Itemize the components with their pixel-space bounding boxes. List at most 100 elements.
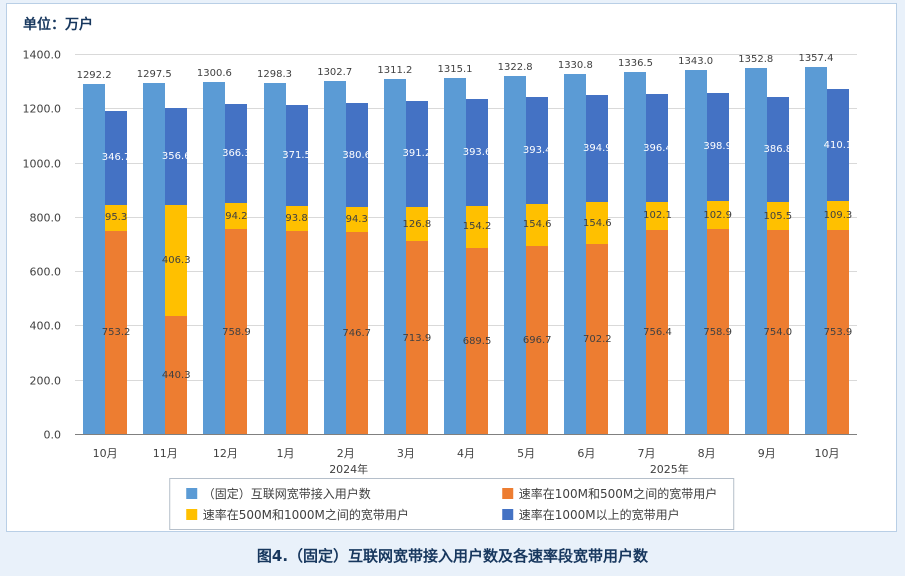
chart-panel: 单位：万户 0.0 200.0 400.0 600.0 800.0 1000.0 1200.… [6,3,897,532]
bar-segment-500m-1000m: 109.3 [824,200,852,231]
x-axis-month-label: 7月 [637,447,656,460]
bar-pair: 440.3 406.3 356.6 1297.5 [137,55,191,435]
bar-segment-100m-500m: 713.9 [403,241,431,435]
y-tick-label: 1000.0 [22,157,62,171]
bar-segment-1000m-plus: 366.3 [222,104,251,204]
bar-group: 753.9 109.3 410.1 1357.4 [797,53,857,435]
y-tick-label: 1400.0 [22,48,62,62]
legend-item-100m-500m: 速率在100M和500M之间的宽带用户 [501,485,718,502]
bar-group: 702.2 154.6 394.9 1330.8 [556,55,616,435]
bar-segment-1000m-plus: 386.8 [763,96,792,202]
bar-pair: 696.7 154.6 393.4 1322.8 [498,55,552,435]
bar-total [203,81,226,435]
bar-pair: 758.9 94.2 366.3 1300.6 [197,55,251,435]
bar-segment-100m-500m: 440.3 [162,315,191,435]
bar-segment-500m-1000m: 102.1 [643,202,672,230]
bar-segment-500m-1000m: 126.8 [403,206,431,242]
bar-segment-100m-500m: 758.9 [222,229,251,435]
y-tick-label: 0.0 [43,428,62,442]
legend-item-total: （固定）互联网宽带接入用户数 [185,485,492,502]
bar-segment-500m-1000m: 94.3 [346,206,368,233]
legend-label-1000m-plus: 速率在1000M以上的宽带用户 [518,508,680,522]
bar-segment-500m-1000m: 406.3 [162,205,191,316]
unit-label: 单位：万户 [23,17,93,33]
bar-pair: 689.5 154.2 393.6 1315.1 [438,55,491,435]
bar-pair: 93.8 371.5 1298.3 [257,55,311,435]
x-axis-month-label: 10月 [92,447,118,460]
bar-total-label: 1311.2 [377,65,413,77]
x-axis-month-label: 9月 [757,447,776,460]
bar-pair: 746.7 94.3 380.6 1302.7 [317,55,371,435]
x-axis-month-label: 4月 [457,447,476,460]
bar-segment-1000m-plus: 371.5 [282,105,311,206]
bar-segment-500m-1000m: 154.6 [523,203,552,246]
bar-total [624,72,647,435]
legend-label-total: （固定）互联网宽带接入用户数 [202,487,371,501]
legend-swatch-500m-1000m [185,509,197,520]
legend-swatch-1000m-plus [501,509,513,520]
bar-group: 93.8 371.5 1298.3 [255,55,315,435]
bar-total [564,73,587,435]
bar-total [504,75,527,435]
y-axis: 0.0 200.0 400.0 600.0 800.0 1000.0 1200.0 1400.… [7,49,69,442]
legend-label-500m-1000m: 速率在500M和1000M之间的宽带用户 [202,508,409,522]
bar-segment-500m-1000m: 154.6 [583,202,612,245]
legend-item-1000m-plus: 速率在1000M以上的宽带用户 [501,506,718,523]
bar-segment-500m-1000m: 95.3 [105,204,127,231]
bar-segment-100m-500m: 753.2 [102,230,130,435]
bar-segment-1000m-plus: 410.1 [824,89,852,201]
legend-swatch-total [185,488,197,499]
bar-total [83,84,106,435]
bar-segment-100m-500m: 702.2 [583,244,612,435]
bar-total-label: 1302.7 [317,67,353,79]
bar-segment-500m-1000m: 102.9 [703,201,732,230]
bar-total-label: 1343.0 [678,56,714,68]
x-axis-line [75,434,857,435]
bar-total [383,79,406,435]
x-axis-month-label: 12月 [212,447,238,460]
bar-total-label: 1292.2 [76,70,112,82]
bar-segment-500m-1000m: 94.2 [225,203,248,230]
bar-total-label: 1330.8 [557,59,593,71]
bar-segment-1000m-plus: 393.6 [463,99,491,206]
bar-group: 758.9 102.9 398.9 1343.0 [677,55,737,435]
bar-pair: 753.9 109.3 410.1 1357.4 [798,53,852,435]
bar-group: 753.2 95.3 346.7 1292.2 [75,55,135,435]
bar-total-label: 1300.6 [196,67,232,79]
bar-segment-500m-1000m: 93.8 [285,205,308,232]
bar-segment-1000m-plus: 398.9 [703,92,732,202]
bar-segment-100m-500m: 754.0 [763,230,792,435]
bar-total [744,67,767,435]
bar-pair: 702.2 154.6 394.9 1330.8 [558,55,612,435]
bar-pair: 753.2 95.3 346.7 1292.2 [77,55,130,435]
x-axis-year-label: 2024年 [329,463,369,476]
bar-group: 713.9 126.8 391.2 1311.2 [376,55,436,435]
bar-segment-100m-500m: 758.9 [703,229,732,435]
bar-total [804,66,827,435]
bar-segment-100m-500m: 689.5 [463,247,491,435]
y-tick-label: 600.0 [29,265,62,279]
bar-segment-500m-1000m: 105.5 [763,201,792,231]
bar-pair: 756.4 102.1 396.4 1336.5 [618,55,672,435]
x-axis-month-label: 2月 [336,447,355,460]
legend-item-500m-1000m: 速率在500M和1000M之间的宽带用户 [185,506,492,523]
y-tick-label: 200.0 [29,374,62,388]
bar-total-label: 1357.4 [798,52,834,64]
bar-pair: 754.0 105.5 386.8 1352.8 [738,54,792,435]
legend-label-100m-500m: 速率在100M和500M之间的宽带用户 [518,487,718,501]
x-axis-year-label: 2025年 [649,463,689,476]
bar-segment-100m-500m: 756.4 [643,229,672,435]
bar-total [143,82,166,435]
x-axis-month-label: 11月 [152,447,178,460]
bar-segment-1000m-plus: 396.4 [643,94,672,202]
bar-group: 746.7 94.3 380.6 1302.7 [316,55,376,435]
bar-group: 758.9 94.2 366.3 1300.6 [195,55,255,435]
bar-total-label: 1352.8 [738,53,774,65]
x-axis-years: 2024年 2025年 [75,461,857,477]
legend: （固定）互联网宽带接入用户数 速率在100M和500M之间的宽带用户速率在500M… [168,478,735,530]
x-axis-month-label: 8月 [697,447,716,460]
bar-group: 696.7 154.6 393.4 1322.8 [496,55,556,435]
bar-total [263,82,286,435]
bar-total-label: 1336.5 [617,58,653,70]
